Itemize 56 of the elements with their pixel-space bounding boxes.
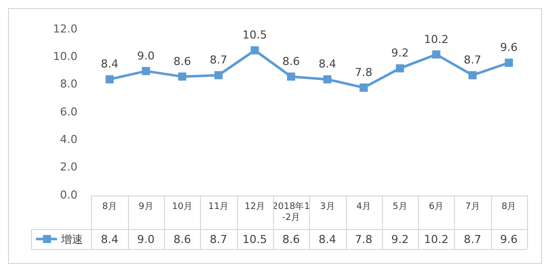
- point: [432, 50, 440, 59]
- x-tick-label: 5月: [392, 202, 408, 212]
- text: 9.2: [391, 46, 409, 60]
- text: 7.8: [354, 66, 372, 79]
- y-tick-label: 12.0: [52, 22, 78, 36]
- x-tick-label: 8月: [102, 202, 118, 212]
- x-tick-label: 4月: [356, 202, 372, 212]
- point: [396, 64, 404, 72]
- legend-label: 增速: [60, 232, 83, 246]
- x-tick-label: 3月: [320, 202, 335, 212]
- text: 8.4: [318, 58, 336, 71]
- x-tick-label: 11月: [208, 202, 229, 212]
- point: [214, 71, 223, 80]
- data-label: 7.8: [354, 232, 372, 246]
- y-tick-label: 2.0: [60, 160, 78, 174]
- x-tick-label: 2018年1-2月: [272, 201, 310, 223]
- data-label: 10.2: [424, 232, 449, 246]
- x-tick-label: 7月: [465, 202, 480, 212]
- point: [106, 75, 114, 84]
- data-label: 8.7: [210, 232, 228, 246]
- x-tick-label: 10月: [172, 202, 192, 212]
- point: [142, 66, 150, 76]
- y-tick-label: 4.0: [60, 132, 78, 146]
- text: 9.6: [500, 41, 518, 54]
- data-label: 9.2: [391, 232, 409, 246]
- point: [360, 84, 368, 92]
- y-tick-label: 6.0: [60, 105, 78, 118]
- data-label: 8.7: [464, 232, 482, 246]
- text: 8.4: [100, 58, 118, 71]
- data-label: 9.0: [137, 232, 155, 246]
- data-label: 8.6: [173, 232, 191, 246]
- x-tick-label: 12月: [244, 202, 266, 212]
- point: [287, 72, 296, 81]
- text: 9.0: [137, 49, 155, 62]
- data-label: 9.6: [500, 232, 518, 246]
- point: [178, 72, 186, 81]
- y-tick-label: 0.0: [60, 188, 78, 202]
- data-label: 8.6: [282, 232, 300, 246]
- text: 8.6: [173, 54, 191, 68]
- data-label: 8.4: [100, 232, 118, 246]
- data-label: 10.5: [242, 232, 268, 246]
- y-tick-label: 8.0: [60, 78, 78, 91]
- point: [504, 58, 513, 67]
- point: [250, 46, 259, 54]
- text: 8.7: [210, 54, 228, 67]
- data-label: 8.4: [318, 232, 336, 246]
- x-tick-label: 9月: [138, 202, 154, 212]
- text: 8.7: [464, 54, 482, 67]
- x-tick-label: 6月: [428, 202, 444, 212]
- x-tick-label: 8月: [501, 202, 516, 212]
- text: 10.5: [242, 28, 268, 42]
- text: 8.6: [282, 54, 300, 68]
- point: [468, 71, 477, 80]
- text: 10.2: [424, 32, 449, 46]
- y-tick-label: 10.0: [52, 50, 78, 64]
- point: [323, 75, 332, 84]
